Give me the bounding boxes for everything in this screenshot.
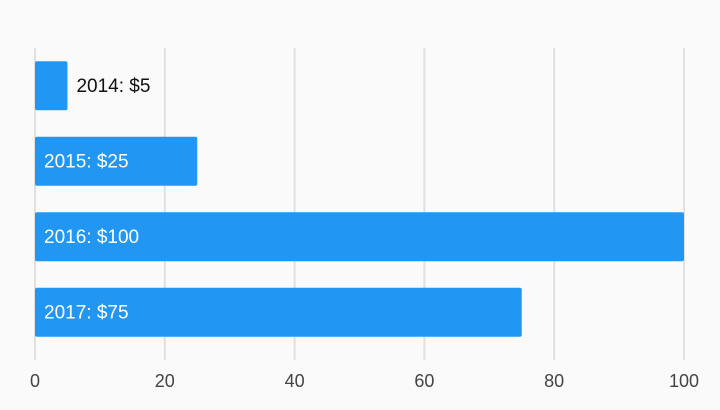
- bar: [35, 61, 68, 111]
- x-tick-label: 20: [155, 371, 175, 391]
- bar: [35, 212, 684, 262]
- bar-label: 2016: $100: [44, 227, 139, 248]
- bar-label: 2014: $5: [76, 76, 150, 97]
- x-tick-label: 60: [414, 371, 434, 391]
- x-tick-label: 40: [285, 371, 305, 391]
- x-tick-label: 100: [669, 371, 699, 391]
- bar-label: 2015: $25: [44, 151, 129, 172]
- bar: [35, 287, 522, 337]
- x-tick-label: 0: [30, 371, 40, 391]
- bar: [35, 136, 198, 186]
- x-tick-label: 80: [544, 371, 564, 391]
- bar-label: 2017: $75: [44, 302, 129, 323]
